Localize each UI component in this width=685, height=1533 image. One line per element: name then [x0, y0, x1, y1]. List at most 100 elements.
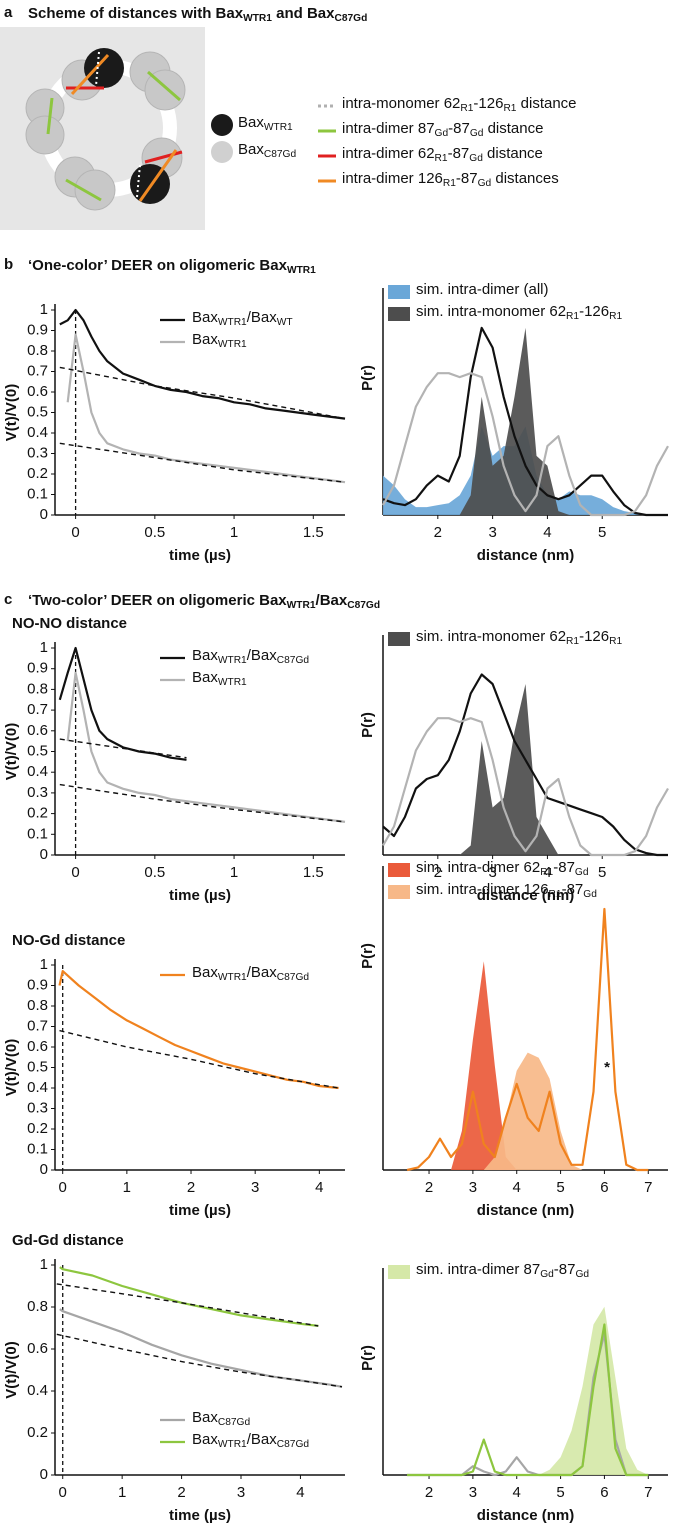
legend-label: BaxWTR1 — [192, 669, 247, 688]
y-tick-label: 0 — [40, 1466, 48, 1483]
text-part: sim. intra-monomer 62 — [416, 628, 566, 645]
legend-label: sim. intra-dimer 126R1-87Gd — [416, 881, 597, 900]
x-axis-label: distance (nm) — [477, 887, 575, 904]
x-tick-label: 3 — [488, 524, 496, 541]
y-tick-label: 0.7 — [27, 701, 48, 718]
panel-label: c — [4, 591, 12, 608]
subscript: C87Gd — [277, 655, 310, 666]
data-line — [58, 970, 339, 1090]
legend-swatch — [388, 863, 410, 877]
y-tick-label: 0.8 — [27, 342, 48, 359]
distance-line — [95, 51, 100, 87]
text-part: /Bax — [247, 309, 278, 326]
fit-line — [59, 783, 346, 823]
x-tick-label: 2 — [177, 1484, 185, 1501]
text-part: distance — [516, 95, 576, 112]
subscript: Gd — [540, 1269, 554, 1280]
subscript: R1 — [460, 103, 473, 114]
x-axis-label: distance (nm) — [477, 547, 575, 564]
text-part: Bax — [238, 114, 264, 131]
subscript: WTR1 — [287, 265, 316, 276]
chart-title: NO-Gd distance — [12, 932, 125, 949]
y-tick-label: 0.1 — [27, 1140, 48, 1157]
legend-label: BaxWTR1/BaxWT — [192, 309, 293, 328]
legend-swatch — [388, 285, 410, 299]
y-tick-label: 0 — [40, 506, 48, 523]
legend-label: BaxWTR1/BaxC87Gd — [192, 964, 309, 983]
y-tick-label: 0.3 — [27, 784, 48, 801]
text-part: sim. intra-monomer 62 — [416, 303, 566, 320]
subscript: Gd — [575, 867, 589, 878]
chart: 0 0.2 0.4 0.6 0.8 1 0 1 2 3 4 — [27, 1256, 345, 1501]
text-part: -87 — [448, 145, 470, 162]
x-tick-label: 0 — [71, 864, 79, 881]
y-tick-label: 0.3 — [27, 444, 48, 461]
y-tick-label: 0.4 — [27, 1382, 48, 1399]
x-tick-label: 3 — [469, 1484, 477, 1501]
y-tick-label: 0.9 — [27, 660, 48, 677]
text-part: -126 — [579, 303, 609, 320]
text-part: distance — [483, 145, 543, 162]
text-part: intra-monomer 62 — [342, 95, 460, 112]
data-line — [382, 673, 668, 857]
y-axis-label: V(t)/V(0) — [3, 1039, 20, 1097]
text-part: distances — [491, 170, 559, 187]
text-part: and Bax — [272, 5, 335, 22]
text-part: Bax — [192, 309, 218, 326]
y-tick-label: 0.1 — [27, 485, 48, 502]
y-tick-label: 0 — [40, 1161, 48, 1178]
subscript: Gd — [478, 178, 492, 189]
chart: 0 0.1 0.2 0.3 0.4 0.5 0.6 0.7 0.8 0.9 1 0 1 2 3 4 — [27, 956, 345, 1196]
subscript: WTR1 — [218, 655, 247, 666]
distance-line — [138, 149, 178, 202]
text-part: Bax — [238, 141, 264, 158]
legend-label: sim. intra-dimer 87Gd-87Gd — [416, 1261, 589, 1280]
data-line — [58, 646, 187, 761]
text-part: sim. intra-dimer 62 — [416, 859, 540, 876]
chart: 2 3 4 5 6 7 * — [382, 863, 668, 1196]
panel-label: b — [4, 256, 13, 273]
subscript: WTR1 — [243, 13, 272, 24]
subscript: Gd — [469, 153, 483, 164]
x-tick-label: 5 — [556, 1484, 564, 1501]
chart-title: NO-NO distance — [12, 615, 127, 632]
subscript: Gd — [470, 128, 484, 139]
text-part: /Bax — [316, 592, 348, 609]
subscript: WTR1 — [218, 677, 247, 688]
y-tick-label: 0.6 — [27, 1340, 48, 1357]
y-tick-label: 0.7 — [27, 362, 48, 379]
text-part: -87 — [554, 1261, 576, 1278]
panel-title: ‘Two-color’ DEER on oligomeric BaxWTR1/B… — [28, 592, 380, 611]
distance-line — [46, 97, 54, 135]
legend-swatch — [388, 307, 410, 321]
text-part: -87 — [553, 859, 575, 876]
subscript: C87Gd — [347, 600, 380, 611]
data-line — [382, 326, 668, 517]
x-tick-label: 2 — [425, 1484, 433, 1501]
subscript: Gd — [435, 128, 449, 139]
x-tick-label: 4 — [513, 1179, 521, 1196]
y-axis-label: P(r) — [359, 712, 376, 738]
y-tick-label: 0.8 — [27, 1298, 48, 1315]
x-tick-label: 2 — [425, 1179, 433, 1196]
text-part: Scheme of distances with Bax — [28, 5, 244, 22]
area — [383, 684, 668, 855]
y-tick-label: 0 — [40, 846, 48, 863]
y-tick-label: 0.6 — [27, 722, 48, 739]
distance-line — [144, 150, 183, 164]
text-part: Bax — [192, 1431, 218, 1448]
subscript: WTR1 — [264, 122, 293, 133]
distance-line — [65, 178, 102, 202]
text-part: intra-dimer 126 — [342, 170, 443, 187]
legend-label: intra-dimer 62R1-87Gd distance — [342, 145, 543, 164]
legend-label: intra-dimer 87Gd-87Gd distance — [342, 120, 543, 139]
panel-label: a — [4, 4, 13, 21]
x-tick-label: 4 — [543, 524, 551, 541]
y-axis-label: V(t)/V(0) — [3, 384, 20, 442]
chart: 0 0.1 0.2 0.3 0.4 0.5 0.6 0.7 0.8 0.9 1 0 0.5 1 1.5 — [27, 639, 346, 881]
monomer — [84, 48, 124, 88]
legend-label: BaxC87Gd — [192, 1409, 250, 1428]
legend-label: BaxWTR1/BaxC87Gd — [192, 647, 309, 666]
legend-label: sim. intra-dimer (all) — [416, 281, 549, 298]
x-tick-label: 6 — [600, 1179, 608, 1196]
